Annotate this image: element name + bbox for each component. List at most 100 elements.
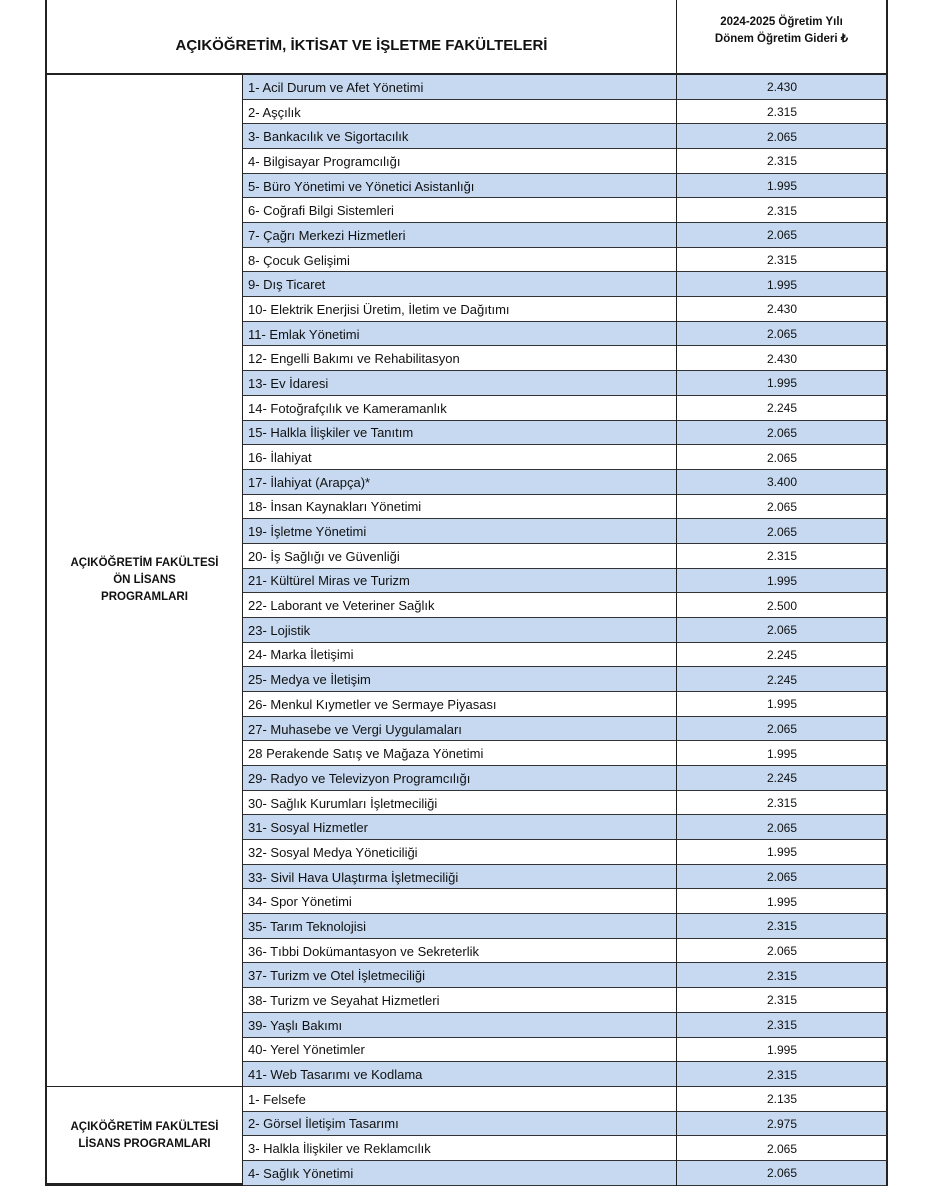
fee-value: 2.315	[766, 1067, 798, 1082]
program-name: 6- Coğrafi Bilgi Sistemleri	[248, 203, 394, 219]
row-bg	[243, 1062, 888, 1087]
row-bg	[243, 766, 888, 791]
program-name: 23- Lojistik	[248, 622, 311, 638]
program-name: 36- Tıbbi Dokümantasyon ve Sekreterlik	[248, 943, 479, 959]
fee-value: 3.400	[766, 475, 798, 490]
row-bg	[243, 272, 888, 298]
program-name: 2- Aşçılık	[248, 104, 301, 120]
program-name: 38- Turizm ve Seyahat Hizmetleri	[248, 992, 440, 1008]
fee-value: 1.995	[766, 697, 798, 712]
program-name: 1- Acil Durum ve Afet Yönetimi	[248, 79, 424, 95]
program-name: 17- İlahiyat (Arapça)*	[248, 474, 371, 490]
group-border	[45, 1086, 243, 1186]
program-name: 10- Elektrik Enerjisi Üretim, İletim ve …	[248, 301, 510, 317]
program-name: 4- Sağlık Yönetimi	[248, 1165, 354, 1181]
program-name: 30- Sağlık Kurumları İşletmeciliği	[248, 795, 438, 811]
row-bg	[243, 75, 888, 100]
fee-value: 2.245	[766, 672, 798, 687]
fee-value: 2.065	[766, 1166, 798, 1181]
fee-value: 2.065	[766, 129, 798, 144]
row-bg	[243, 124, 888, 150]
fee-value: 2.245	[766, 401, 798, 416]
program-name: 8- Çocuk Gelişimi	[248, 252, 350, 268]
fee-value: 1.995	[766, 277, 798, 292]
row-bg	[243, 321, 888, 347]
fee-header-line: Dönem Öğretim Gideri ₺	[714, 33, 849, 45]
fee-value: 2.065	[766, 425, 798, 440]
row-bg	[243, 445, 888, 470]
fee-value: 1.995	[766, 1042, 798, 1057]
fee-header-line: 2024-2025 Öğretim Yılı	[720, 16, 843, 28]
row-bg	[243, 173, 888, 199]
fee-value: 1.995	[766, 894, 798, 909]
fee-value: 2.315	[766, 968, 798, 983]
fee-value: 2.975	[766, 1116, 798, 1131]
program-name: 5- Büro Yönetimi ve Yönetici Asistanlığı	[248, 178, 475, 194]
program-name: 35- Tarım Teknolojisi	[248, 918, 367, 934]
row-bg	[243, 840, 888, 865]
group-label: AÇIKÖĞRETİM FAKÜLTESİ LİSANS PROGRAMLARI	[47, 1087, 242, 1186]
column-divider	[676, 75, 677, 1087]
row-bg	[243, 692, 888, 717]
fee-value: 2.315	[766, 105, 798, 119]
program-name: 40- Yerel Yönetimler	[248, 1042, 365, 1058]
program-name: 11- Emlak Yönetimi	[248, 326, 360, 342]
fee-value: 2.315	[766, 253, 798, 268]
row-bg	[243, 297, 888, 322]
fee-value: 1.995	[766, 746, 798, 761]
header-box	[45, 0, 888, 75]
program-name: 20- İş Sağlığı ve Güvenliği	[248, 548, 400, 564]
fee-value: 2.065	[766, 1141, 798, 1156]
group-label-line: AÇIKÖĞRETİM FAKÜLTESİ	[70, 557, 219, 570]
program-name: 16- İlahiyat	[248, 450, 312, 466]
row-bg	[243, 1086, 888, 1112]
fee-value: 2.315	[766, 796, 798, 811]
row-bg	[243, 543, 888, 569]
row-bg	[243, 346, 888, 372]
program-name: 21- Kültürel Miras ve Turizm	[248, 573, 410, 589]
fee-value: 2.065	[766, 327, 798, 342]
row-bg	[243, 938, 888, 964]
row-bg	[243, 815, 888, 841]
row-bg	[243, 864, 888, 890]
row-bg	[243, 914, 888, 939]
fee-value: 1.995	[766, 845, 798, 860]
row-bg	[243, 395, 888, 421]
fee-value: 2.245	[766, 771, 798, 786]
row-bg	[243, 420, 888, 446]
program-name: 29- Radyo ve Televizyon Programcılığı	[248, 770, 471, 786]
row-bg	[243, 1012, 888, 1038]
fee-value: 2.065	[766, 820, 798, 835]
program-name: 3- Bankacılık ve Sigortacılık	[248, 129, 409, 145]
row-bg	[243, 642, 888, 668]
fee-value: 2.315	[766, 154, 798, 169]
program-name: 34- Spor Yönetimi	[248, 894, 352, 910]
row-bg	[243, 469, 888, 495]
group-label: AÇIKÖĞRETİM FAKÜLTESİ ÖN LİSANS PROGRAMLAR…	[47, 75, 242, 1087]
fee-value: 2.500	[766, 598, 798, 613]
row-bg	[243, 988, 888, 1013]
program-name: 41- Web Tasarımı ve Kodlama	[248, 1067, 423, 1083]
fee-value: 2.315	[766, 919, 798, 934]
group-label-line: LİSANS PROGRAMLARI	[78, 1138, 211, 1151]
fee-value: 2.245	[766, 647, 798, 662]
fee-value: 2.315	[766, 203, 798, 218]
program-name: 3- Halkla İlişkiler ve Reklamcılık	[248, 1141, 431, 1157]
group-label-line: ÖN LİSANS	[113, 574, 176, 587]
program-name: 33- Sivil Hava Ulaştırma İşletmeciliği	[248, 869, 459, 885]
program-name: 37- Turizm ve Otel İşletmeciliği	[248, 968, 425, 984]
fee-value: 2.430	[766, 80, 798, 95]
fee-value: 2.065	[766, 623, 798, 638]
program-name: 31- Sosyal Hizmetler	[248, 820, 368, 836]
fee-value: 2.065	[766, 524, 798, 539]
program-name: 19- İşletme Yönetimi	[248, 524, 367, 540]
fee-value: 2.315	[766, 1018, 798, 1033]
program-name: 15- Halkla İlişkiler ve Tanıtım	[248, 425, 414, 441]
fee-value: 2.065	[766, 228, 798, 243]
program-name: 1- Felsefe	[248, 1091, 306, 1107]
fee-value: 2.430	[766, 302, 798, 317]
fee-value: 2.065	[766, 499, 798, 514]
fee-value: 1.995	[766, 376, 798, 391]
program-name: 27- Muhasebe ve Vergi Uygulamaları	[248, 721, 462, 737]
program-name: 14- Fotoğrafçılık ve Kameramanlık	[248, 400, 447, 416]
